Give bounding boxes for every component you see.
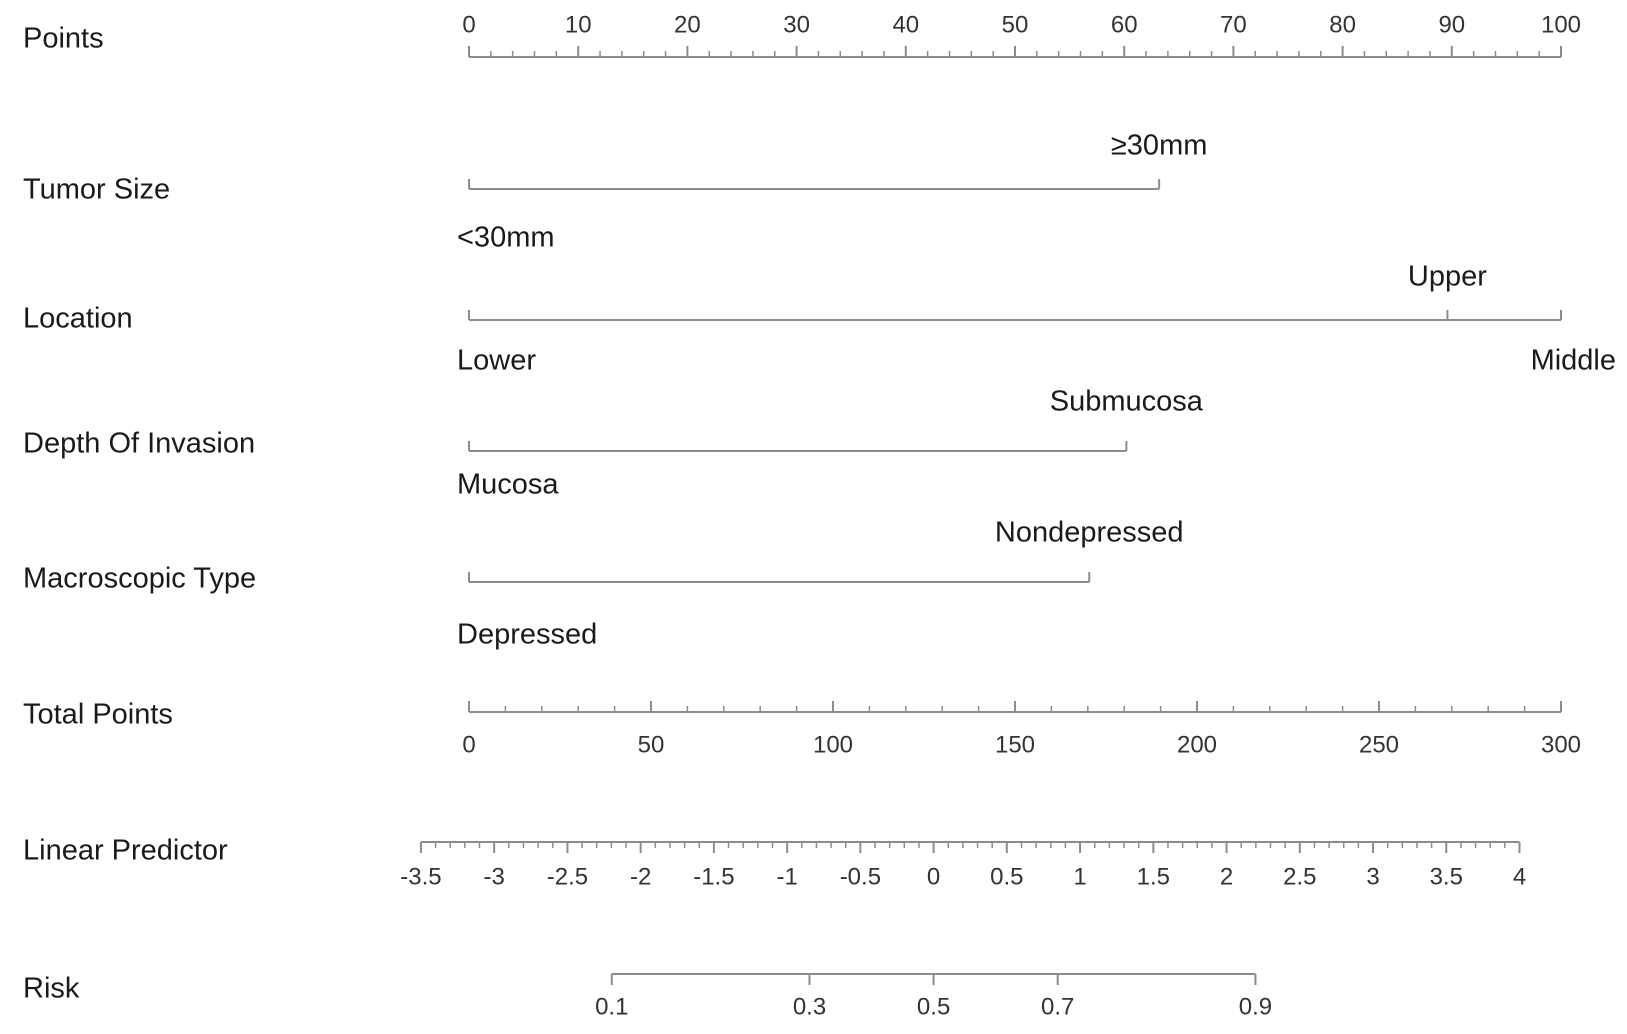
tumor-size-level-label: <30mm (457, 222, 555, 254)
depth-of-invasion-row-label: Depth Of Invasion (23, 428, 255, 460)
total-points-tick-label: 50 (638, 731, 665, 758)
risk-tick-label: 0.1 (595, 993, 628, 1020)
location-level-label: Upper (1408, 261, 1487, 293)
total-points-tick-label: 300 (1541, 731, 1581, 758)
risk-tick-label: 0.5 (917, 993, 950, 1020)
total-points-tick-label: 0 (462, 731, 475, 758)
points-tick-label: 0 (462, 11, 475, 38)
linear-predictor-tick-label: 3 (1366, 863, 1379, 890)
risk-tick-label: 0.7 (1041, 993, 1074, 1020)
points-tick-label: 50 (1002, 11, 1029, 38)
linear-predictor-tick-label: -3 (484, 863, 505, 890)
tumor-size-level-label: ≥30mm (1111, 130, 1208, 162)
macroscopic-type-level-label: Depressed (457, 619, 597, 651)
location-level-label: Lower (457, 345, 536, 377)
row-labels: Points Tumor Size Location Depth Of Invasio… (23, 23, 256, 1005)
points-tick-label: 60 (1111, 11, 1138, 38)
total-points-row-label: Total Points (23, 699, 173, 731)
linear-predictor-tick-label: -1 (776, 863, 797, 890)
points-tick-label: 100 (1541, 11, 1581, 38)
linear-predictor-tick-label: 0.5 (990, 863, 1023, 890)
total-points-tick-label: 100 (813, 731, 853, 758)
chart-marks: 0 10 20 30 40 50 60 70 80 90 100<30mm≥30mmLowerUpp… (400, 11, 1616, 1020)
tumor-size-row-label: Tumor Size (23, 174, 170, 206)
linear-predictor-tick-label: -2 (630, 863, 651, 890)
linear-predictor-tick-label: -1.5 (693, 863, 734, 890)
macroscopic-type-row-label: Macroscopic Type (23, 563, 256, 595)
linear-predictor-tick-label: -0.5 (840, 863, 881, 890)
risk-tick-label: 0.3 (793, 993, 826, 1020)
risk-tick-label: 0.9 (1239, 993, 1272, 1020)
depth-of-invasion-level-label: Submucosa (1050, 386, 1204, 418)
linear-predictor-tick-label: 2.5 (1283, 863, 1316, 890)
linear-predictor-tick-label: -3.5 (400, 863, 441, 890)
points-tick-label: 80 (1329, 11, 1356, 38)
linear-predictor-tick-label: 0 (927, 863, 940, 890)
total-points-tick-label: 250 (1359, 731, 1399, 758)
depth-of-invasion-level-label: Mucosa (457, 469, 559, 501)
risk-row-label: Risk (23, 973, 80, 1005)
linear-predictor-tick-label: 2 (1220, 863, 1233, 890)
total-points-tick-label: 150 (995, 731, 1035, 758)
points-tick-label: 20 (674, 11, 701, 38)
macroscopic-type-level-label: Nondepressed (995, 517, 1184, 549)
points-tick-label: 40 (892, 11, 919, 38)
points-tick-label: 90 (1438, 11, 1465, 38)
points-tick-label: 10 (565, 11, 592, 38)
location-row-label: Location (23, 303, 133, 335)
points-tick-label: 70 (1220, 11, 1247, 38)
points-tick-label: 30 (783, 11, 810, 38)
points-row-label: Points (23, 23, 104, 55)
linear-predictor-tick-label: 1 (1073, 863, 1086, 890)
linear-predictor-tick-label: -2.5 (547, 863, 588, 890)
linear-predictor-tick-label: 3.5 (1430, 863, 1463, 890)
linear-predictor-tick-label: 1.5 (1137, 863, 1170, 890)
linear-predictor-row-label: Linear Predictor (23, 835, 228, 867)
linear-predictor-tick-label: 4 (1513, 863, 1526, 890)
location-level-label: Middle (1531, 345, 1616, 377)
total-points-tick-label: 200 (1177, 731, 1217, 758)
